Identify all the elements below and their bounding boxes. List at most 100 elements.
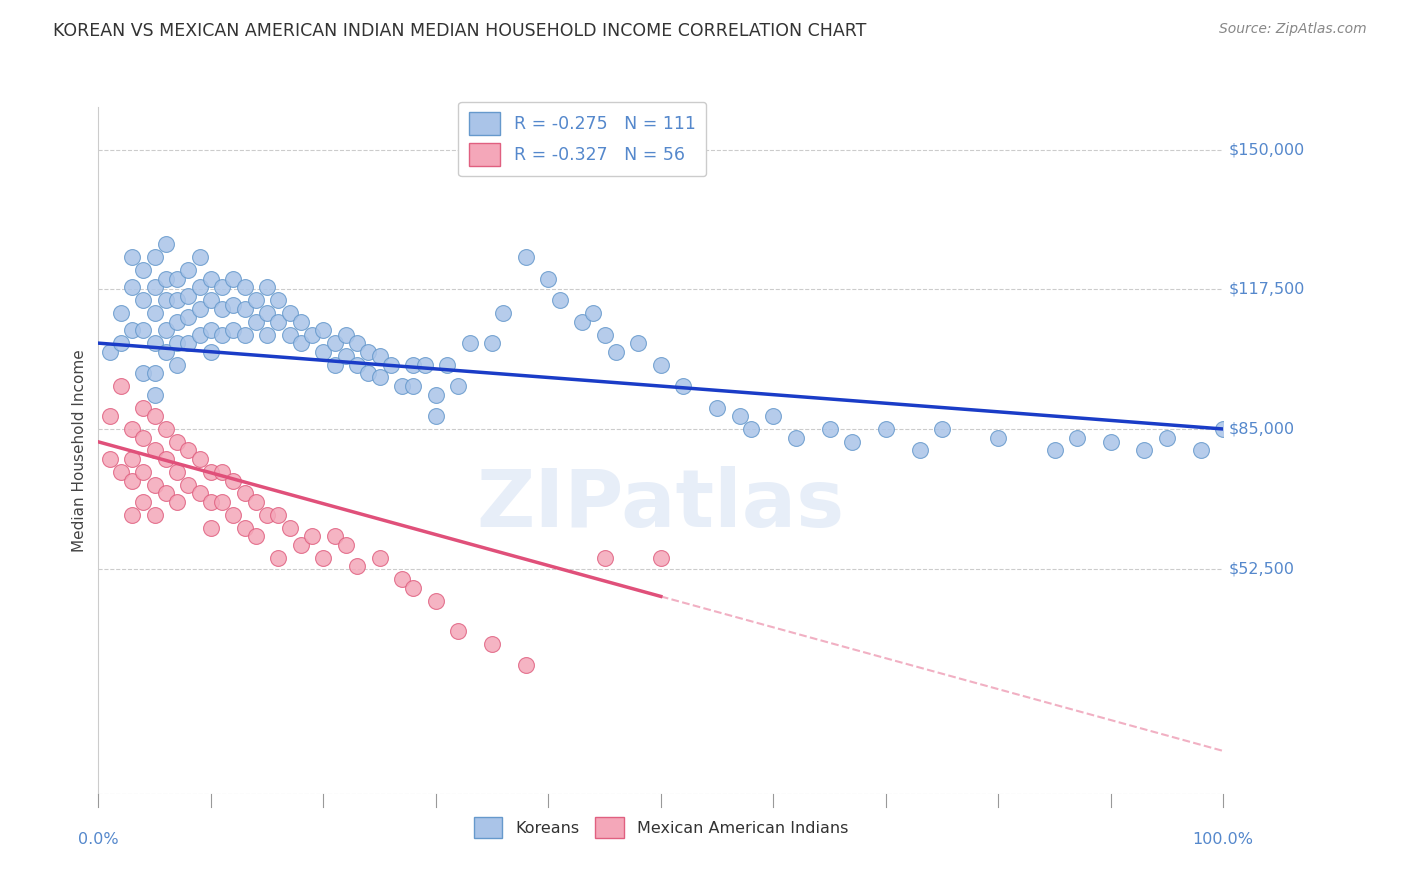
Point [188,452,211,467]
Point [166,271,188,285]
Point [143,306,166,320]
Point [278,306,301,320]
Point [121,508,143,522]
Point [211,280,233,294]
Point [256,280,278,294]
Point [233,521,256,535]
Point [323,529,346,543]
Point [875,422,897,436]
Point [368,349,391,363]
Point [278,327,301,342]
Point [425,593,447,607]
Point [200,293,222,308]
Point [110,379,132,393]
Point [672,379,695,393]
Point [267,315,290,329]
Point [818,422,841,436]
Point [121,452,143,467]
Point [740,422,762,436]
Point [515,658,537,673]
Point [132,293,155,308]
Point [571,315,593,329]
Point [155,237,177,252]
Text: KOREAN VS MEXICAN AMERICAN INDIAN MEDIAN HOUSEHOLD INCOME CORRELATION CHART: KOREAN VS MEXICAN AMERICAN INDIAN MEDIAN… [53,22,868,40]
Point [166,358,188,372]
Point [357,344,380,359]
Point [166,315,188,329]
Point [222,271,245,285]
Point [211,301,233,316]
Point [143,387,166,401]
Point [312,344,335,359]
Point [155,486,177,500]
Point [1156,431,1178,445]
Point [278,521,301,535]
Point [323,358,346,372]
Point [290,315,312,329]
Point [256,327,278,342]
Point [200,344,222,359]
Point [1066,431,1088,445]
Point [110,336,132,351]
Point [245,495,267,509]
Text: $117,500: $117,500 [1229,282,1305,297]
Point [143,478,166,492]
Text: 100.0%: 100.0% [1192,831,1254,847]
Point [301,529,323,543]
Point [346,358,368,372]
Point [233,301,256,316]
Point [290,336,312,351]
Point [143,280,166,294]
Point [391,379,413,393]
Point [188,280,211,294]
Point [425,409,447,423]
Point [155,422,177,436]
Point [177,478,200,492]
Point [121,474,143,488]
Point [98,344,121,359]
Point [222,474,245,488]
Point [98,409,121,423]
Point [762,409,785,423]
Point [391,572,413,586]
Point [155,323,177,337]
Point [267,293,290,308]
Point [132,366,155,380]
Point [110,465,132,479]
Point [166,293,188,308]
Point [143,409,166,423]
Point [402,379,425,393]
Point [368,550,391,565]
Point [121,280,143,294]
Point [166,336,188,351]
Point [1133,443,1156,458]
Point [425,387,447,401]
Point [188,327,211,342]
Point [200,465,222,479]
Point [515,250,537,264]
Point [650,358,672,372]
Point [256,508,278,522]
Point [143,336,166,351]
Y-axis label: Median Household Income: Median Household Income [72,349,87,552]
Point [987,431,1010,445]
Text: ZIPatlas: ZIPatlas [477,467,845,544]
Point [132,401,155,415]
Point [98,452,121,467]
Text: Source: ZipAtlas.com: Source: ZipAtlas.com [1219,22,1367,37]
Point [110,306,132,320]
Point [121,422,143,436]
Point [200,495,222,509]
Point [132,263,155,277]
Point [301,327,323,342]
Text: $52,500: $52,500 [1229,561,1295,576]
Point [245,315,267,329]
Point [492,306,515,320]
Point [121,323,143,337]
Point [132,323,155,337]
Point [166,465,188,479]
Point [1212,422,1234,436]
Point [908,443,931,458]
Point [312,550,335,565]
Point [233,486,256,500]
